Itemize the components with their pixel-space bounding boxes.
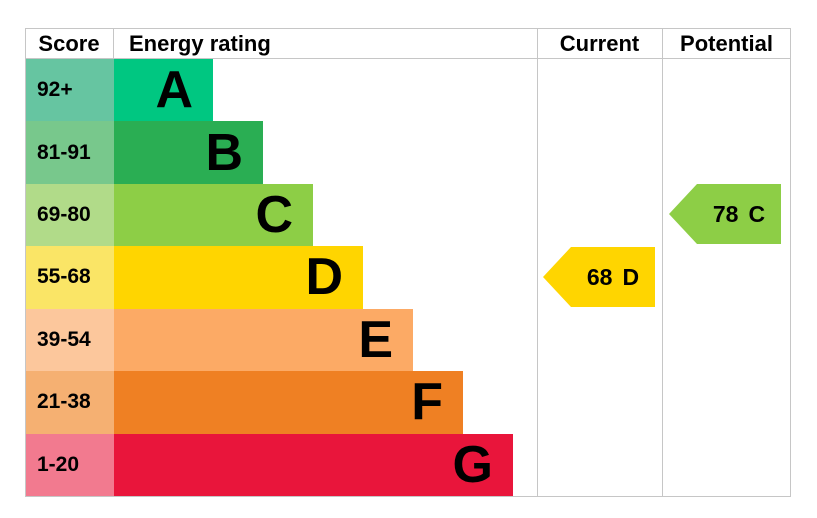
potential-column-header: Potential — [680, 30, 773, 56]
grid-line-current-divider — [537, 28, 538, 497]
band-row-c: 69-80 C — [26, 183, 537, 247]
potential-rating-arrow: 78 C — [669, 184, 781, 244]
chart-header-row: Score Energy rating Current Potential — [25, 29, 791, 58]
score-column-header: Score — [38, 30, 100, 56]
band-rows: 92+ A 81-91 B 69-80 C 55-68 D 39-54 — [26, 59, 537, 496]
potential-rating-score: 78 — [712, 200, 739, 227]
band-bar-a: A — [114, 59, 213, 122]
grid-line-bottom — [25, 496, 791, 497]
band-score-range-g: 1-20 — [26, 433, 114, 496]
band-row-b: 81-91 B — [26, 121, 537, 184]
grid-line-header-bottom — [25, 58, 791, 59]
band-row-d: 55-68 D — [26, 246, 537, 309]
band-score-range-a: 92+ — [26, 59, 114, 122]
band-bar-d: D — [114, 246, 363, 309]
band-grade-letter-c: C — [255, 186, 293, 245]
band-row-g: 1-20 G — [26, 433, 537, 496]
band-grade-letter-f: F — [411, 373, 443, 432]
grid-line-left — [25, 28, 26, 497]
band-bar-g: G — [114, 433, 513, 496]
band-grade-letter-d: D — [305, 248, 343, 307]
grid-line-potential-divider — [662, 28, 663, 497]
band-bar-b: B — [114, 121, 263, 184]
band-grade-letter-g: G — [452, 435, 493, 494]
current-rating-arrow: 68 D — [543, 247, 655, 307]
band-bar-c: C — [114, 183, 313, 247]
band-row-f: 21-38 F — [26, 371, 537, 434]
band-score-range-c: 69-80 — [26, 183, 114, 247]
band-score-range-b: 81-91 — [26, 121, 114, 184]
band-bar-e: E — [114, 308, 413, 372]
band-grade-letter-b: B — [205, 123, 243, 182]
current-rating-score: 68 — [586, 263, 613, 290]
band-grade-letter-a: A — [155, 61, 193, 120]
potential-rating-grade: C — [748, 200, 766, 227]
band-score-range-f: 21-38 — [26, 371, 114, 434]
band-bar-f: F — [114, 371, 463, 434]
grid-line-score-divider — [113, 28, 114, 58]
band-score-range-d: 55-68 — [26, 246, 114, 309]
band-grade-letter-e: E — [358, 310, 393, 369]
current-rating-grade: D — [622, 263, 640, 290]
band-score-range-e: 39-54 — [26, 308, 114, 372]
epc-rating-chart: Score Energy rating Current Potential 92… — [25, 28, 791, 497]
energy-rating-column-header: Energy rating — [129, 30, 271, 56]
grid-line-right — [790, 28, 791, 497]
band-row-a: 92+ A — [26, 59, 537, 122]
grid-line-top — [25, 28, 791, 29]
band-row-e: 39-54 E — [26, 308, 537, 372]
current-column-header: Current — [559, 30, 640, 56]
